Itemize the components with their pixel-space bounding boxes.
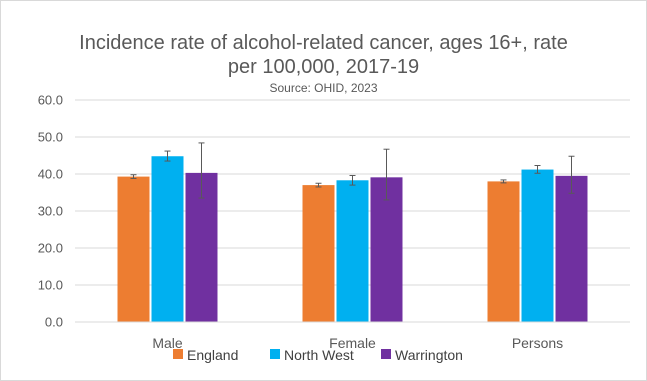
x-category-label: Persons	[512, 335, 563, 351]
y-tick-label: 10.0	[38, 278, 63, 293]
y-tick-label: 30.0	[38, 204, 63, 219]
legend-label: England	[187, 347, 238, 363]
y-tick-label: 50.0	[38, 130, 63, 145]
y-tick-label: 20.0	[38, 241, 63, 256]
bar-warrington	[370, 177, 403, 322]
bar-warrington	[555, 175, 588, 322]
y-tick-label: 0.0	[45, 315, 63, 330]
y-tick-label: 40.0	[38, 167, 63, 182]
y-tick-label: 60.0	[38, 93, 63, 108]
chart-title-line1: Incidence rate of alcohol-related cancer…	[79, 32, 568, 54]
bar-england	[302, 185, 335, 322]
legend-swatch	[381, 349, 391, 359]
legend-label: Warrington	[395, 347, 463, 363]
bar-north-west	[336, 180, 369, 322]
chart-subtitle: Source: OHID, 2023	[269, 81, 378, 95]
bar-england	[117, 176, 150, 322]
bar-england	[487, 181, 520, 322]
chart-title-line2: per 100,000, 2017-19	[227, 56, 420, 78]
x-category-label: Female	[329, 335, 376, 351]
legend-label: North West	[284, 347, 354, 363]
legend-swatch	[173, 349, 183, 359]
bar-north-west	[521, 169, 554, 322]
x-category-label: Male	[152, 335, 183, 351]
legend-swatch	[270, 349, 280, 359]
bar-north-west	[151, 156, 184, 322]
